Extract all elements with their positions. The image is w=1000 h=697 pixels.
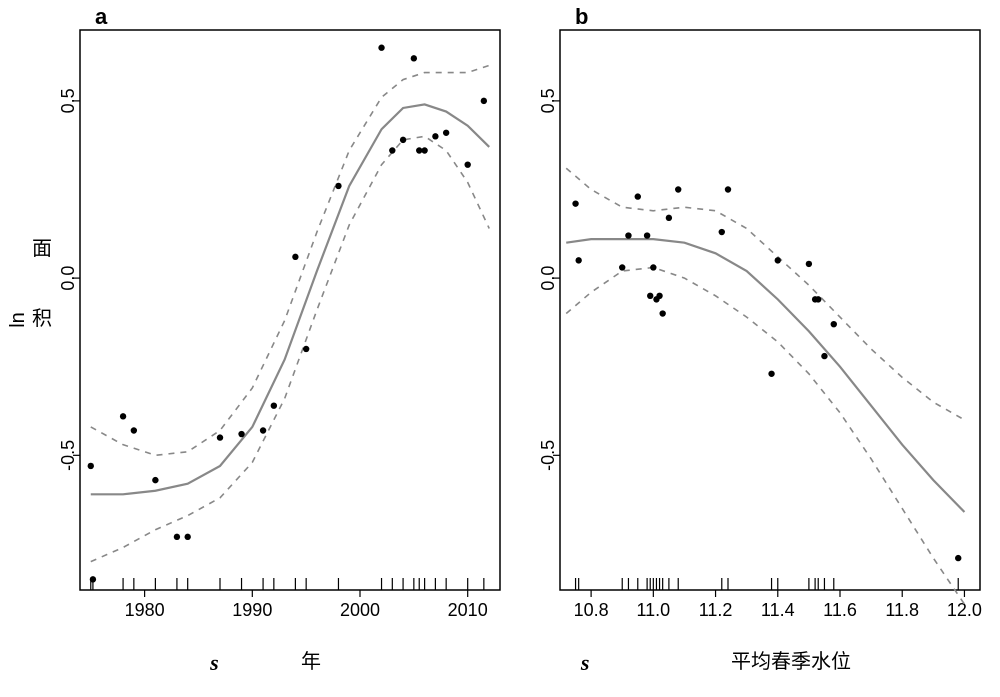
data-point <box>389 147 395 153</box>
plot-frame <box>80 30 500 590</box>
data-point <box>90 576 96 582</box>
data-point <box>647 293 653 299</box>
ytick-label: 0.5 <box>58 88 78 113</box>
data-point <box>625 232 631 238</box>
xlabel-main: 年 <box>301 650 321 673</box>
xlabel-s: s <box>580 650 590 675</box>
ytick-label: 0.0 <box>58 266 78 291</box>
xtick-label: 11.0 <box>636 600 670 620</box>
data-point <box>184 534 190 540</box>
xtick-label: 1980 <box>125 600 165 620</box>
xtick-label: 2010 <box>448 600 488 620</box>
data-point <box>725 186 731 192</box>
data-point <box>421 147 427 153</box>
data-point <box>575 257 581 263</box>
panel-label-b: b <box>575 4 588 29</box>
ytick-label: -0.5 <box>58 440 78 471</box>
ylabel-char1: 面 <box>32 238 52 260</box>
data-point <box>432 133 438 139</box>
data-point <box>271 402 277 408</box>
data-point <box>572 200 578 206</box>
ci-lower <box>566 267 964 604</box>
data-point <box>644 232 650 238</box>
data-point <box>335 183 341 189</box>
xtick-label: 10.8 <box>574 600 609 620</box>
data-point <box>131 427 137 433</box>
ci-lower <box>91 136 489 561</box>
panel-label-a: a <box>95 4 108 29</box>
panel-b: b-0.50.00.510.811.011.211.411.611.812.0s… <box>538 4 982 675</box>
data-point <box>152 477 158 483</box>
ylabel-char2: 积 <box>32 307 52 330</box>
data-point <box>411 55 417 61</box>
data-point <box>815 296 821 302</box>
data-point <box>775 257 781 263</box>
data-point <box>656 293 662 299</box>
data-point <box>464 161 470 167</box>
ci-upper <box>566 168 964 420</box>
xlabel-main: 平均春季水位 <box>731 650 851 673</box>
plot-frame <box>560 30 980 590</box>
ytick-label: -0.5 <box>538 440 558 471</box>
data-point <box>831 321 837 327</box>
data-point <box>400 137 406 143</box>
data-point <box>120 413 126 419</box>
data-point <box>821 353 827 359</box>
data-point <box>260 427 266 433</box>
data-point <box>619 264 625 270</box>
data-point <box>292 254 298 260</box>
data-point <box>666 215 672 221</box>
ylabel-ln: ln <box>7 312 29 328</box>
xtick-label: 11.6 <box>823 600 857 620</box>
data-point <box>806 261 812 267</box>
data-point <box>675 186 681 192</box>
data-point <box>217 434 223 440</box>
data-point <box>174 534 180 540</box>
data-point <box>955 555 961 561</box>
xtick-label: 2000 <box>340 600 380 620</box>
data-point <box>378 45 384 51</box>
data-point <box>238 431 244 437</box>
xtick-label: 1990 <box>232 600 272 620</box>
data-point <box>88 463 94 469</box>
data-point <box>443 130 449 136</box>
xlabel-s: s <box>209 650 219 675</box>
figure: { "figure": { "width_px": 1000, "height_… <box>0 0 1000 697</box>
ytick-label: 0.0 <box>538 266 558 291</box>
data-point <box>650 264 656 270</box>
fit-curve <box>566 239 964 512</box>
data-point <box>303 346 309 352</box>
xtick-label: 11.4 <box>761 600 795 620</box>
fit-curve <box>91 104 489 494</box>
panel-a: a -0.5 0.0 0.5 1980 1990 2000 2010 s 年 <box>58 4 500 675</box>
data-point <box>481 98 487 104</box>
xtick-label: 11.2 <box>699 600 733 620</box>
xtick-label: 11.8 <box>885 600 919 620</box>
data-point <box>635 193 641 199</box>
figure-svg: ln 面 积 a -0.5 0.0 0.5 1980 1990 2000 2010 s 年 b -0… <box>0 0 1000 697</box>
ci-upper <box>91 65 489 455</box>
data-point <box>768 371 774 377</box>
data-point <box>659 310 665 316</box>
data-point <box>719 229 725 235</box>
ytick-label: 0.5 <box>538 88 558 113</box>
